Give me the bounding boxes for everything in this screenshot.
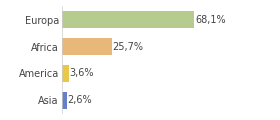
Bar — [62, 38, 112, 55]
Text: 2,6%: 2,6% — [68, 95, 92, 105]
Bar — [62, 65, 69, 82]
Text: 68,1%: 68,1% — [195, 15, 226, 25]
Bar — [62, 11, 194, 28]
Text: 3,6%: 3,6% — [69, 68, 94, 78]
Text: 25,7%: 25,7% — [113, 42, 144, 52]
Bar — [62, 92, 67, 109]
